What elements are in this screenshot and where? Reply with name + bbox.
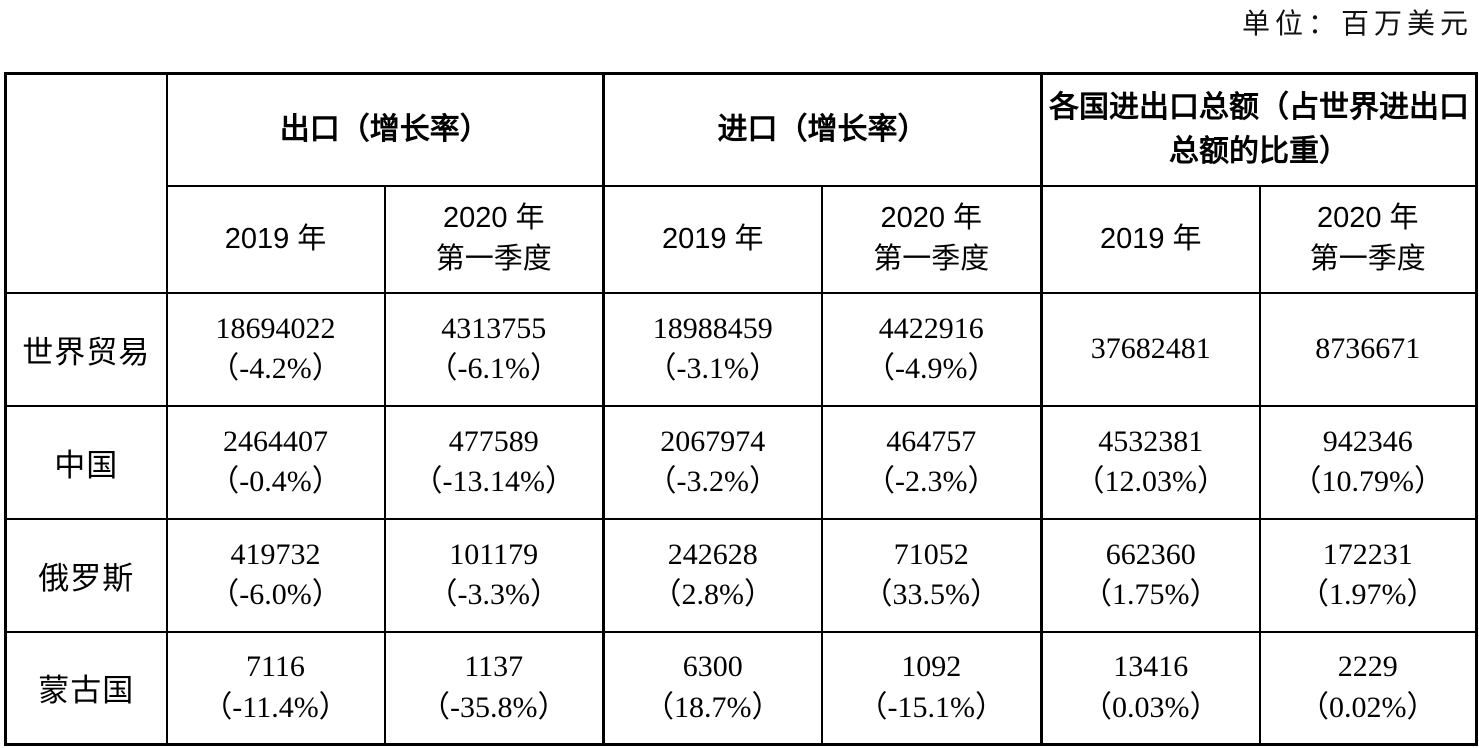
cell-value: 1092	[901, 650, 962, 684]
cell-value: 464757	[886, 424, 977, 458]
cell-value: 6300	[682, 650, 743, 684]
cell-value: 662360	[1105, 537, 1196, 571]
cell-growth: （33.5%）	[862, 578, 1001, 611]
cell-value: 13416	[1113, 650, 1189, 684]
cell-growth: （-0.4%）	[209, 465, 342, 498]
corner-cell	[4, 72, 168, 294]
cell-growth: （0.02%）	[1299, 690, 1437, 724]
data-cell: 13416 （0.03%）	[1040, 630, 1261, 746]
data-cell: 4532381 （12.03%）	[1040, 404, 1261, 520]
data-cell: 18988459 （-3.1%）	[602, 291, 823, 407]
cell-value: 101179	[449, 537, 539, 571]
cell-growth: （-6.1%）	[427, 352, 560, 385]
cell-growth: （12.03%）	[1074, 465, 1228, 498]
cell-growth: （-4.2%）	[209, 352, 342, 385]
cell-value: 4422916	[878, 311, 984, 345]
cell-growth: （2.8%）	[651, 578, 775, 611]
cell-value: 172231	[1322, 537, 1413, 571]
data-cell: 242628 （2.8%）	[602, 517, 823, 633]
row-label: 世界贸易	[4, 291, 168, 407]
data-cell: 37682481	[1040, 291, 1261, 407]
data-cell: 172231 （1.97%）	[1258, 517, 1478, 633]
cell-value: 477589	[448, 424, 539, 458]
cell-growth: （-35.8%）	[420, 690, 568, 724]
cell-growth: （-2.3%）	[865, 465, 998, 498]
table-row: 俄罗斯 419732 （-6.0%） 101179 （-3.3%） 242628 （2.8%…	[4, 517, 1478, 633]
cell-value: 18988459	[652, 311, 773, 345]
cell-value: 4532381	[1098, 424, 1204, 458]
data-cell: 662360 （1.75%）	[1040, 517, 1261, 633]
data-cell: 8736671	[1258, 291, 1478, 407]
cell-value: 4313755	[441, 311, 547, 345]
cell-growth: （-15.1%）	[857, 690, 1005, 724]
data-cell: 942346 （10.79%）	[1258, 404, 1478, 520]
data-cell: 6300 （18.7%）	[602, 630, 823, 746]
subheader-export-2019: 2019 年	[165, 184, 386, 294]
cell-value: 1137	[464, 650, 524, 684]
table-row: 中国 2464407 （-0.4%） 477589 （-13.14%） 2067974 （-…	[4, 404, 1478, 520]
cell-growth: （0.03%）	[1082, 690, 1220, 724]
col-group-import: 进口（增长率）	[602, 72, 1043, 187]
trade-table: 出口（增长率） 进口（增长率） 各国进出口总额（占世界进出口总额的比重） 201…	[4, 72, 1478, 746]
col-group-export: 出口（增长率）	[165, 72, 605, 187]
table-row: 蒙古国 7116 （-11.4%） 1137 （-35.8%） 6300 （18.7%） 10…	[4, 630, 1478, 746]
data-cell: 464757 （-2.3%）	[820, 404, 1043, 520]
subheader-total-2019: 2019 年	[1040, 184, 1261, 294]
row-label: 蒙古国	[4, 630, 168, 746]
data-cell: 7116 （-11.4%）	[165, 630, 386, 746]
subheader-import-2020q1: 2020 年 第一季度	[820, 184, 1043, 294]
cell-value: 7116	[246, 650, 305, 684]
subheader-export-2020q1: 2020 年 第一季度	[383, 184, 605, 294]
cell-growth: （-3.3%）	[427, 578, 560, 611]
cell-value: 37682481	[1090, 331, 1211, 365]
row-label: 俄罗斯	[4, 517, 168, 633]
header-group-row: 出口（增长率） 进口（增长率） 各国进出口总额（占世界进出口总额的比重）	[4, 72, 1478, 294]
col-group-total: 各国进出口总额（占世界进出口总额的比重）	[1040, 72, 1478, 187]
cell-value: 942346	[1322, 424, 1413, 458]
cell-value: 419732	[230, 537, 321, 571]
unit-label: 单位：百万美元	[1241, 7, 1473, 40]
cell-value: 2067974	[660, 424, 766, 458]
cell-value: 2464407	[223, 424, 328, 458]
cell-growth: （-11.4%）	[202, 690, 349, 724]
data-cell: 1137 （-35.8%）	[383, 630, 605, 746]
cell-growth: （1.75%）	[1082, 578, 1220, 611]
data-cell: 4422916 （-4.9%）	[820, 291, 1043, 407]
cell-growth: （18.7%）	[644, 690, 782, 724]
data-cell: 2229 （0.02%）	[1258, 630, 1478, 746]
cell-growth: （10.79%）	[1291, 465, 1445, 498]
cell-value: 242628	[667, 537, 758, 571]
data-cell: 101179 （-3.3%）	[383, 517, 605, 633]
cell-value: 71052	[893, 537, 969, 571]
row-label: 中国	[4, 404, 168, 520]
data-cell: 477589 （-13.14%）	[383, 404, 605, 520]
data-cell: 2464407 （-0.4%）	[165, 404, 386, 520]
data-cell: 2067974 （-3.2%）	[602, 404, 823, 520]
data-cell: 1092 （-15.1%）	[820, 630, 1043, 746]
table-row: 世界贸易 18694022 （-4.2%） 4313755 （-6.1%） 1898845…	[4, 291, 1478, 407]
cell-growth: （1.97%）	[1299, 578, 1437, 611]
cell-growth: （-6.0%）	[209, 578, 342, 611]
cell-value: 18694022	[215, 311, 336, 345]
subheader-import-2019: 2019 年	[602, 184, 823, 294]
cell-value: 2229	[1337, 650, 1398, 684]
subheader-total-2020q1: 2020 年 第一季度	[1258, 184, 1478, 294]
cell-growth: （-3.1%）	[646, 352, 779, 385]
cell-value: 8736671	[1315, 331, 1421, 365]
data-cell: 4313755 （-6.1%）	[383, 291, 605, 407]
cell-growth: （-4.9%）	[865, 352, 998, 385]
data-cell: 419732 （-6.0%）	[165, 517, 386, 633]
data-cell: 71052 （33.5%）	[820, 517, 1043, 633]
data-cell: 18694022 （-4.2%）	[165, 291, 386, 407]
header-sub-row: 2019 年 2020 年 第一季度 2019 年 2020 年 第一季度 20…	[6, 184, 1478, 294]
table-body: 世界贸易 18694022 （-4.2%） 4313755 （-6.1%） 1898845…	[4, 291, 1478, 746]
cell-growth: （-3.2%）	[646, 465, 779, 498]
cell-growth: （-13.14%）	[412, 465, 575, 498]
